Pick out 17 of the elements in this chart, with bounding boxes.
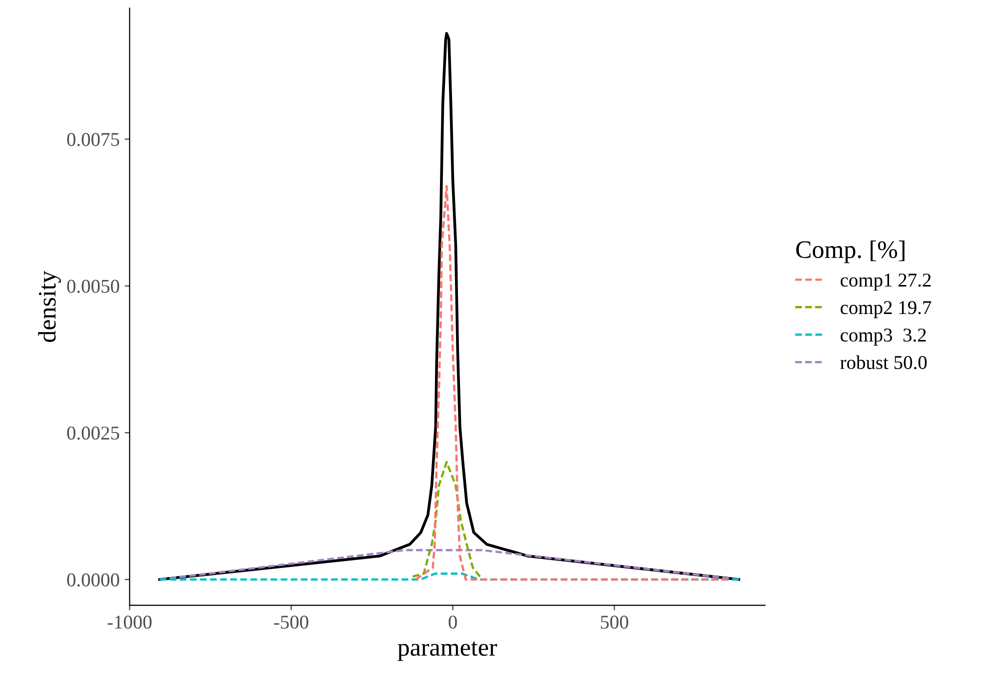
- y-axis-title: density: [38, 270, 61, 342]
- x-tick-label: 0: [448, 616, 457, 629]
- y-tick-label: 0.0000: [67, 573, 120, 587]
- y-tick-label: 0.0075: [67, 132, 120, 146]
- x-tick-label: -500: [274, 616, 308, 629]
- legend-label: robust 50.0: [840, 355, 927, 370]
- x-tick-label: 500: [600, 616, 628, 629]
- line-series: [414, 185, 729, 581]
- line-series: [412, 460, 482, 578]
- y-tick-label: 0.0050: [67, 280, 120, 293]
- x-axis-title: parameter: [398, 642, 498, 661]
- x-tick-label: -1000: [108, 616, 152, 629]
- legend-title: Comp. [%]: [796, 240, 904, 264]
- y-tick-label: 0.0025: [67, 426, 120, 440]
- legend-label: comp3 3.2: [840, 328, 926, 346]
- legend-label: comp2 19.7: [840, 301, 932, 318]
- legend-label: comp1 27.2: [840, 274, 931, 291]
